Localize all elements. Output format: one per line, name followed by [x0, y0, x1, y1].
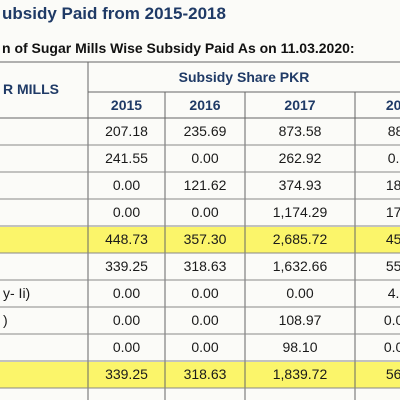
cell: 1,632.66 — [272, 258, 328, 274]
cell: 873.58 — [278, 123, 322, 139]
year-header: 2017 — [284, 97, 316, 113]
cell: 179 — [385, 204, 400, 220]
cell: 0.00 — [191, 204, 219, 220]
cell: 556 — [385, 258, 400, 274]
year-header: 2016 — [189, 97, 221, 113]
cell: 1,174.29 — [272, 204, 328, 220]
cell: 241.55 — [105, 150, 148, 166]
cell: 452 — [385, 231, 400, 247]
cell: 0.00 — [191, 150, 219, 166]
cell: 0.00 — [112, 339, 141, 355]
cell: 0.00 — [191, 285, 219, 301]
subtitle: n of Sugar Mills Wise Subsidy Paid As on… — [2, 40, 355, 56]
cell: 339.25 — [105, 258, 148, 274]
cell: 0.00 — [191, 339, 219, 355]
highlight — [0, 362, 400, 388]
cell: 357.30 — [183, 231, 227, 247]
group-header: Subsidy Share PKR — [178, 69, 310, 85]
cell: 0.00 — [383, 339, 400, 355]
cell: 0.00 — [112, 312, 141, 328]
cell: 339.25 — [105, 366, 148, 382]
cell: 235.69 — [183, 123, 227, 139]
cell: 0.00 — [286, 285, 314, 301]
cell: 183 — [385, 177, 400, 193]
year-header: 2015 — [110, 97, 143, 113]
cell: 0.00 — [112, 285, 141, 301]
row-label: y- Ii) — [3, 285, 31, 301]
title: ubsidy Paid from 2015-2018 — [2, 4, 226, 23]
cell: 0.0 — [387, 150, 400, 166]
cell: 2,685.72 — [272, 231, 328, 247]
highlight — [0, 227, 400, 253]
cell: 88. — [387, 123, 400, 139]
cell: 262.92 — [278, 150, 322, 166]
cell: 121.62 — [183, 177, 227, 193]
cell: 0.00 — [383, 312, 400, 328]
row-label: ) — [3, 312, 8, 328]
cell: 1,839.72 — [272, 366, 328, 382]
cell: 374.93 — [278, 177, 322, 193]
cell: 108.97 — [278, 312, 322, 328]
cell: 0.00 — [112, 177, 141, 193]
cell: 318.63 — [183, 258, 227, 274]
year-header: 201 — [385, 97, 400, 113]
cell: 0.00 — [191, 312, 219, 328]
cell: 98.10 — [282, 339, 318, 355]
cell: 318.63 — [183, 366, 227, 382]
cell: 561 — [385, 366, 400, 382]
cell: 4.8 — [387, 285, 400, 301]
column-header: R MILLS — [3, 81, 59, 97]
cell: 448.73 — [105, 231, 148, 247]
cell: 207.18 — [105, 123, 148, 139]
cell: 0.00 — [112, 204, 141, 220]
